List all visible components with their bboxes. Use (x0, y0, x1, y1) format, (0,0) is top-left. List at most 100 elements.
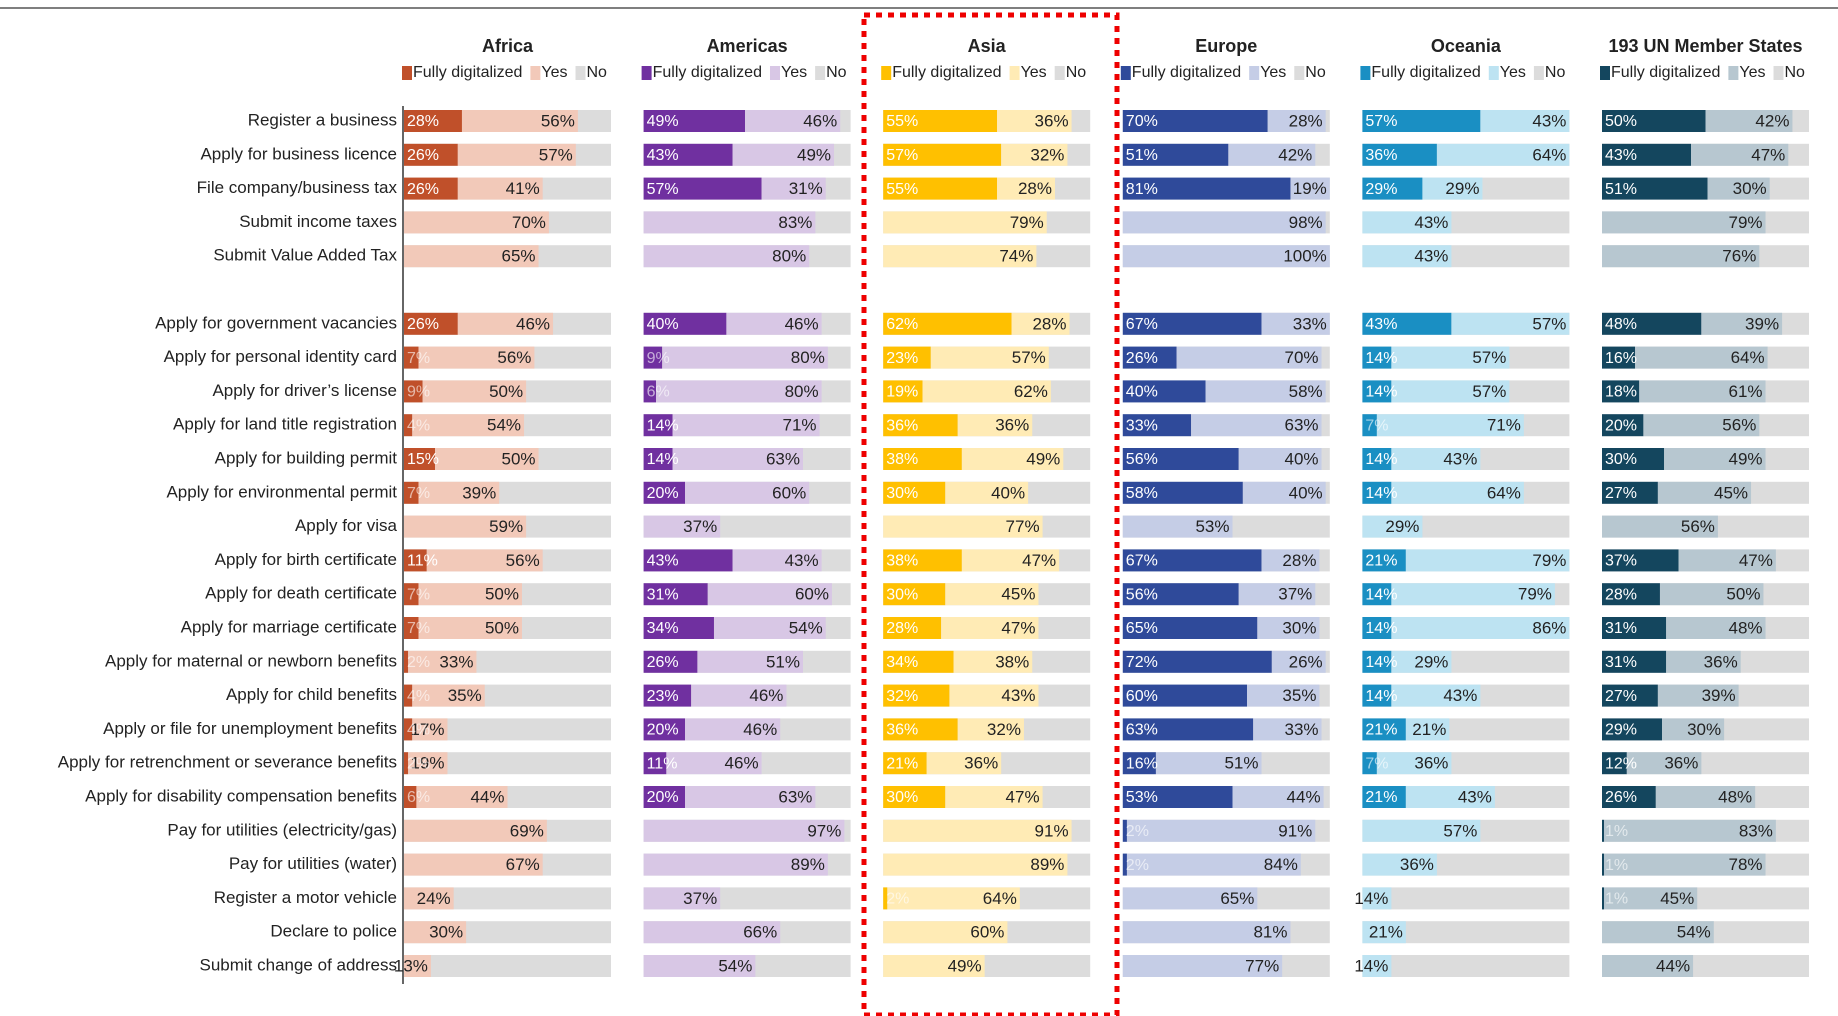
legend-swatch (815, 66, 826, 80)
yes-label: 56% (1722, 416, 1756, 435)
yes-label: 56% (506, 551, 540, 570)
bar-fully (1602, 110, 1706, 132)
bar-fully (404, 718, 413, 741)
fully-label: 7% (407, 586, 430, 603)
legend-label: Yes (1500, 64, 1526, 81)
yes-label: 50% (485, 585, 519, 604)
bar-yes (408, 650, 477, 673)
bar-yes (1155, 752, 1262, 775)
bar-yes (883, 245, 1037, 268)
bar-fully (1602, 752, 1627, 775)
bar-fully (1122, 718, 1254, 741)
bar-fully (1122, 481, 1243, 504)
bar-yes (1271, 650, 1326, 673)
bar-fully (1362, 143, 1437, 166)
bar-yes (685, 786, 816, 808)
legend-label: Yes (781, 64, 807, 81)
bar-fully (1122, 752, 1156, 775)
yes-label: 71% (1487, 416, 1521, 435)
bar-fully (883, 786, 946, 808)
fully-label: 34% (886, 654, 918, 671)
legend-swatch (769, 66, 780, 80)
bar-fully (1602, 380, 1640, 403)
yes-label: 62% (1014, 382, 1048, 401)
no-bar (1362, 887, 1570, 910)
bar-fully (1122, 346, 1177, 369)
fully-label: 27% (1605, 688, 1637, 705)
yes-label: 42% (1755, 111, 1789, 130)
bar-yes (1362, 245, 1452, 268)
yes-label: 46% (516, 314, 550, 333)
bar-yes (1205, 380, 1326, 403)
fully-label: 72% (1126, 654, 1158, 671)
category-label: Apply for driver’s license (212, 381, 397, 400)
bar-fully (643, 752, 667, 775)
yes-label: 84% (1264, 855, 1298, 874)
fully-label: 38% (886, 553, 918, 570)
fully-label: 27% (1605, 485, 1637, 502)
yes-label: 47% (1739, 551, 1773, 570)
bar-fully (883, 583, 946, 606)
fully-label: 55% (886, 113, 918, 130)
bar-yes (961, 549, 1060, 572)
yes-label: 29% (1445, 179, 1479, 198)
yes-label: 57% (1472, 382, 1506, 401)
panel-title: Oceania (1431, 36, 1502, 56)
bar-yes (691, 684, 787, 707)
bar-yes (732, 143, 835, 166)
bar-fully (1602, 718, 1663, 741)
bar-fully (1122, 414, 1192, 437)
bar-fully (1362, 583, 1392, 606)
legend-label: Yes (541, 64, 567, 81)
legend-swatch (1728, 66, 1739, 80)
fully-label: 12% (1605, 755, 1637, 772)
fully-label: 2% (1126, 857, 1149, 874)
yes-label: 69% (510, 821, 544, 840)
yes-label: 47% (1001, 618, 1035, 637)
bar-yes (883, 211, 1047, 234)
fully-label: 43% (647, 147, 679, 164)
fully-label: 21% (1365, 553, 1397, 570)
fully-label: 4% (407, 688, 430, 705)
bar-fully (1602, 346, 1636, 369)
bar-fully (404, 414, 413, 437)
fully-label: 33% (1126, 417, 1158, 434)
bar-yes (1247, 684, 1320, 707)
fully-label: 31% (647, 586, 679, 603)
bar-yes (1391, 481, 1524, 504)
bar-yes (412, 718, 448, 741)
fully-label: 60% (1126, 688, 1158, 705)
bar-yes (685, 481, 810, 504)
bar-yes (662, 346, 828, 369)
yes-label: 54% (1677, 923, 1711, 942)
fully-label: 14% (1365, 384, 1397, 401)
bar-fully (1122, 110, 1268, 132)
yes-label: 57% (1443, 821, 1477, 840)
bar-yes (1242, 481, 1326, 504)
bar-fully (1602, 448, 1665, 470)
fully-label: 36% (886, 722, 918, 739)
fully-label: 30% (886, 789, 918, 806)
no-bar (1362, 921, 1570, 944)
yes-label: 28% (1289, 111, 1323, 130)
yes-label: 54% (789, 618, 823, 637)
yes-label: 70% (512, 213, 546, 232)
yes-label: 89% (791, 855, 825, 874)
bar-yes (997, 110, 1072, 132)
yes-label: 41% (506, 179, 540, 198)
category-label: Submit income taxes (239, 212, 397, 231)
bar-yes (1122, 921, 1291, 944)
bar-fully (643, 110, 746, 132)
yes-label: 80% (791, 348, 825, 367)
yes-label: 56% (541, 111, 575, 130)
yes-label: 49% (1728, 449, 1762, 468)
fully-label: 7% (1365, 755, 1388, 772)
yes-label: 38% (995, 652, 1029, 671)
bar-fully (643, 650, 698, 673)
category-label: Apply for land title registration (173, 415, 397, 434)
bar-fully (1362, 752, 1377, 775)
yes-label: 58% (1289, 382, 1323, 401)
fully-label: 20% (647, 485, 679, 502)
fully-label: 1% (1605, 823, 1628, 840)
legend-swatch (1600, 66, 1610, 80)
